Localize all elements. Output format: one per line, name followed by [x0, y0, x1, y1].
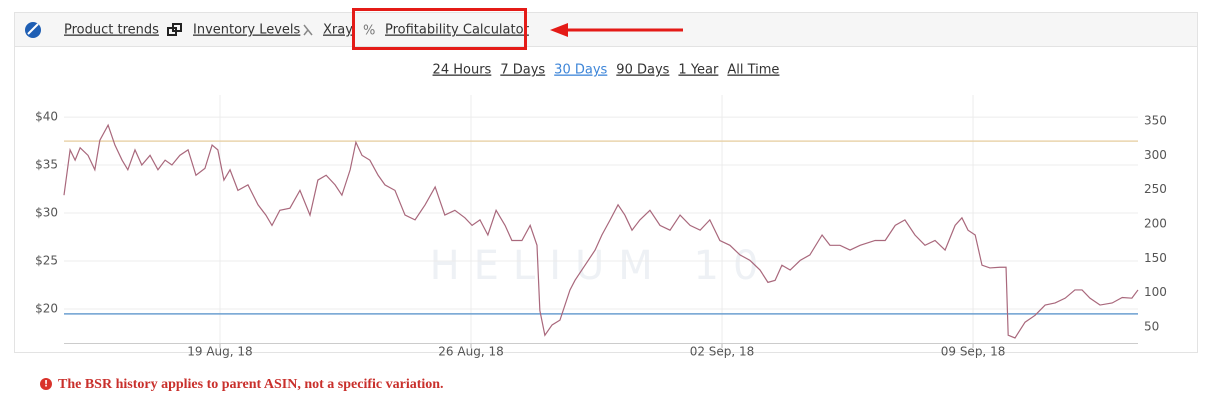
xray-icon [303, 24, 313, 36]
x-tick-label: 26 Aug, 18 [438, 345, 503, 359]
x-tick-label: 02 Sep, 18 [690, 345, 755, 359]
chart: HELIUM 10 $20 $25 $30 $35 $40 50 100 150 200 250 30… [35, 95, 1167, 359]
y2-tick-label: 100 [1144, 285, 1167, 299]
tab-profitability-calculator[interactable]: Profitability Calculator [385, 23, 530, 38]
y2-tick-label: 250 [1144, 182, 1167, 196]
y-tick-label: $25 [35, 254, 58, 268]
percent-icon: % [363, 24, 375, 39]
y2-tick-label: 300 [1144, 148, 1167, 162]
range-option[interactable]: 90 Days [616, 63, 669, 78]
notice: The BSR history applies to parent ASIN, … [58, 377, 444, 392]
range-option[interactable]: 30 Days [554, 63, 607, 78]
range-selector: 24 Hours 7 Days 30 Days 90 Days 1 Year All Ti… [433, 63, 780, 78]
x-tick-label: 09 Sep, 18 [941, 345, 1006, 359]
watermark: HELIUM 10 [430, 243, 773, 289]
arrow-head [550, 23, 568, 37]
range-option[interactable]: 1 Year [678, 63, 719, 78]
tab-xray[interactable]: Xray [323, 23, 353, 38]
range-option[interactable]: 24 Hours [433, 63, 492, 78]
y-tick-label: $35 [35, 158, 58, 172]
y-tick-label: $20 [35, 302, 58, 316]
inventory-icon [172, 23, 182, 32]
y2-tick-label: 50 [1144, 320, 1159, 334]
y2-tick-label: 150 [1144, 251, 1167, 265]
logo-mark [27, 23, 39, 35]
bsr-line [63, 123, 1139, 339]
y2-tick-label: 350 [1144, 114, 1167, 128]
y-tick-label: $40 [35, 110, 58, 124]
y-tick-label: $30 [35, 206, 58, 220]
range-option[interactable]: 7 Days [500, 63, 545, 78]
y2-tick-label: 200 [1144, 217, 1167, 231]
card [14, 12, 1198, 353]
warning-glyph: ! [44, 380, 48, 390]
tab-product-trends[interactable]: Product trends [64, 23, 159, 38]
x-tick-label: 19 Aug, 18 [187, 345, 252, 359]
warning-icon [40, 378, 52, 390]
highlight-box [352, 8, 527, 50]
range-option[interactable]: All Time [727, 63, 779, 78]
tab-inventory-levels[interactable]: Inventory Levels [193, 23, 301, 38]
